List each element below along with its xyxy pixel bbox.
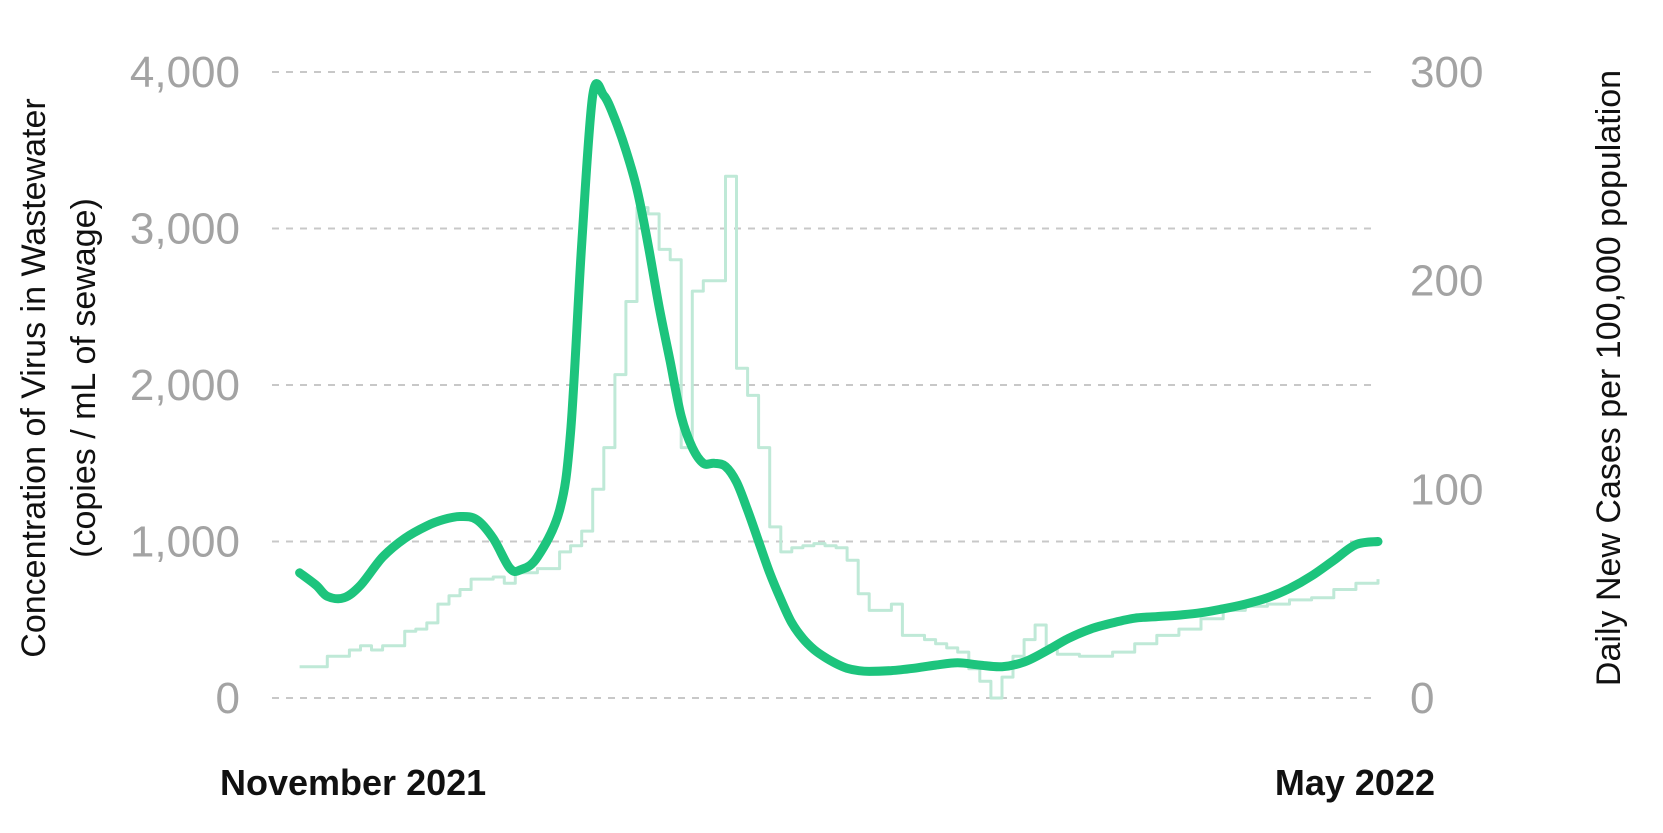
left-y-tick-labels: 0 1,000 2,000 3,000 4,000: [130, 48, 240, 723]
series-lines: [295, 79, 1383, 700]
left-y-tick-label-4: 4,000: [130, 48, 240, 97]
series-line-wastewater: [295, 79, 1383, 676]
series-line-daily-cases: [299, 174, 1380, 700]
right-y-tick-label-1: 100: [1410, 465, 1483, 514]
gridlines: [272, 71, 1378, 699]
left-y-axis-title-line-2: (copies / mL of sewage): [65, 198, 103, 558]
left-y-axis-title-line-1: Concentration of Virus in Wastewater: [15, 98, 53, 657]
left-y-tick-label-1: 1,000: [130, 518, 240, 567]
right-y-tick-label-2: 200: [1410, 257, 1483, 306]
x-tick-label-start: November 2021: [220, 762, 486, 803]
left-y-tick-label-0: 0: [216, 674, 240, 723]
left-y-tick-label-3: 3,000: [130, 205, 240, 254]
right-y-tick-label-0: 0: [1410, 674, 1434, 723]
right-y-axis-title: Daily New Cases per 100,000 population: [1590, 70, 1628, 686]
x-tick-label-end: May 2022: [1275, 762, 1435, 803]
right-y-tick-label-3: 300: [1410, 48, 1483, 97]
right-y-tick-labels: 0 100 200 300: [1410, 48, 1483, 723]
left-y-tick-label-2: 2,000: [130, 361, 240, 410]
